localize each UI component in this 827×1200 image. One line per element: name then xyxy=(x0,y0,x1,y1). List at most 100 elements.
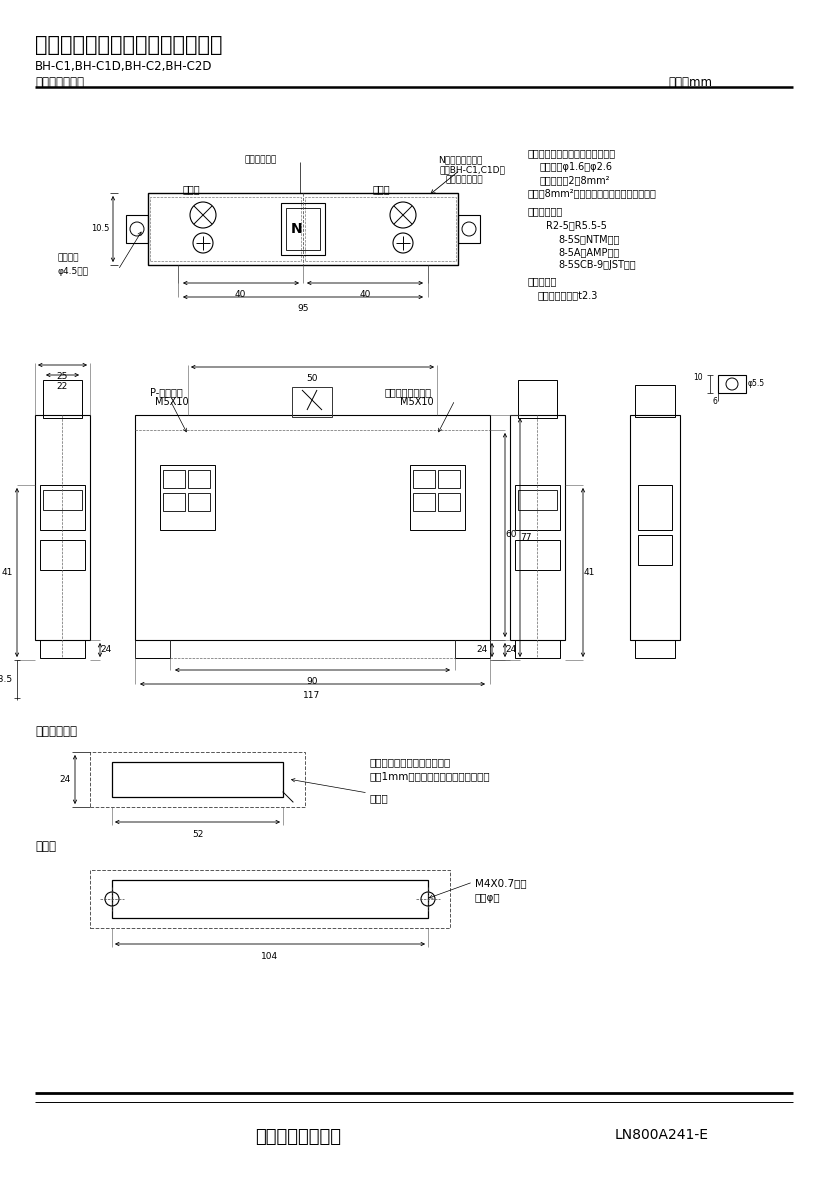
Bar xyxy=(409,464,465,530)
Text: R2-5～R5.5-5: R2-5～R5.5-5 xyxy=(545,220,606,230)
Bar xyxy=(126,215,148,242)
Bar xyxy=(40,485,85,530)
Text: M5X10: M5X10 xyxy=(399,397,433,407)
Text: 8-5S（NTM社）: 8-5S（NTM社） xyxy=(557,234,619,244)
Text: （注）8mm²電線は圧着端子をご使用下さい: （注）8mm²電線は圧着端子をご使用下さい xyxy=(528,188,656,198)
Bar xyxy=(40,540,85,570)
Text: 24: 24 xyxy=(60,775,71,784)
Text: より線　：2～8mm²: より線 ：2～8mm² xyxy=(539,175,609,185)
Bar xyxy=(518,380,557,418)
Text: 40: 40 xyxy=(235,290,246,299)
Text: 導帯加工図: 導帯加工図 xyxy=(528,276,557,286)
Text: 77: 77 xyxy=(520,533,532,542)
Bar xyxy=(413,470,434,488)
Bar xyxy=(437,470,460,488)
Bar xyxy=(634,640,674,658)
Text: LN800A241-E: LN800A241-E xyxy=(614,1128,708,1142)
Bar xyxy=(43,490,82,510)
Bar xyxy=(518,490,557,510)
Bar xyxy=(40,640,85,658)
Text: 三菱分電盤用ノーヒューズ遅断器: 三菱分電盤用ノーヒューズ遅断器 xyxy=(35,35,222,55)
Bar xyxy=(638,535,672,565)
Bar xyxy=(135,640,170,658)
Text: 24: 24 xyxy=(505,646,516,654)
Text: 電源側: 電源側 xyxy=(183,184,200,194)
Text: にのみ付きます: にのみ付きます xyxy=(446,175,483,184)
Bar xyxy=(629,415,679,640)
Text: 負荷側: 負荷側 xyxy=(372,184,390,194)
Bar xyxy=(413,493,434,511)
Text: φ5.5: φ5.5 xyxy=(747,379,764,388)
Text: 遅断器: 遅断器 xyxy=(370,793,389,803)
Bar xyxy=(163,470,184,488)
Bar xyxy=(150,197,301,260)
Bar xyxy=(285,208,319,250)
Bar xyxy=(717,374,745,392)
Bar xyxy=(43,380,82,418)
Bar xyxy=(112,762,283,797)
Text: 10: 10 xyxy=(692,373,702,383)
Text: 60: 60 xyxy=(505,530,516,540)
Text: 単位：mm: 単位：mm xyxy=(667,76,711,89)
Text: 適合圧着端子: 適合圧着端子 xyxy=(528,206,562,216)
Text: 片側1mmの隙間をもたせた寸法です。: 片側1mmの隙間をもたせた寸法です。 xyxy=(370,770,490,781)
Text: 117: 117 xyxy=(303,691,320,700)
Bar xyxy=(457,215,480,242)
Text: 単線　：φ1.6～φ2.6: 単線 ：φ1.6～φ2.6 xyxy=(539,162,612,172)
Text: 13.5: 13.5 xyxy=(0,676,13,684)
Text: M5X10: M5X10 xyxy=(155,397,189,407)
Bar xyxy=(90,752,304,806)
Text: 遅断器の中心: 遅断器の中心 xyxy=(245,155,277,164)
Text: 52: 52 xyxy=(192,830,203,839)
Text: 8-5A（AMP社）: 8-5A（AMP社） xyxy=(557,247,619,257)
Text: 又はφ５: 又はφ５ xyxy=(475,893,500,902)
Bar xyxy=(148,193,457,265)
Bar xyxy=(437,493,460,511)
Bar xyxy=(188,470,210,488)
Bar xyxy=(634,385,674,416)
Text: 取付つめ: 取付つめ xyxy=(58,253,79,262)
Bar xyxy=(90,870,449,928)
Bar xyxy=(638,485,672,530)
Text: 95: 95 xyxy=(297,304,308,313)
Text: P-なべねじ: P-なべねじ xyxy=(150,386,183,397)
Text: 24: 24 xyxy=(476,646,487,654)
Text: 40: 40 xyxy=(360,290,370,299)
Bar xyxy=(160,464,215,530)
Bar xyxy=(514,540,559,570)
Text: 6: 6 xyxy=(712,397,717,406)
Text: 41: 41 xyxy=(2,568,13,577)
Text: 標準外形寸法図: 標準外形寸法図 xyxy=(35,76,84,89)
Text: セルフアップねじ: セルフアップねじ xyxy=(385,386,432,397)
Text: 表板穴明寸法: 表板穴明寸法 xyxy=(35,725,77,738)
Text: 50: 50 xyxy=(306,374,318,383)
Text: 25: 25 xyxy=(56,372,68,380)
Bar xyxy=(135,415,490,640)
Bar xyxy=(509,415,564,640)
Text: 104: 104 xyxy=(261,952,278,961)
Text: BH-C1,BH-C1D,BH-C2,BH-C2D: BH-C1,BH-C1D,BH-C2,BH-C2D xyxy=(35,60,213,73)
Bar xyxy=(292,386,332,416)
Text: N（中性線記号）: N（中性線記号） xyxy=(437,155,482,164)
Text: 10.5: 10.5 xyxy=(90,224,109,234)
Text: 三菱電機株式会社: 三菱電機株式会社 xyxy=(255,1128,341,1146)
Text: 24: 24 xyxy=(101,646,112,654)
Text: 注：BH-C1,C1D形: 注：BH-C1,C1D形 xyxy=(439,164,505,174)
Bar xyxy=(280,203,325,254)
Text: N: N xyxy=(291,222,303,236)
Bar xyxy=(163,493,184,511)
Bar xyxy=(112,880,428,918)
Bar xyxy=(514,640,559,658)
Text: 8-5SCB-9（JST社）: 8-5SCB-9（JST社） xyxy=(557,260,635,270)
Bar xyxy=(304,197,456,260)
Text: 穴明寳: 穴明寳 xyxy=(35,840,56,853)
Text: 90: 90 xyxy=(306,677,318,686)
Text: 最大導帯板厚　t2.3: 最大導帯板厚 t2.3 xyxy=(538,290,598,300)
Bar xyxy=(35,415,90,640)
Bar xyxy=(188,493,210,511)
Text: 41: 41 xyxy=(583,568,595,577)
Text: 適合電線サイズ（負荷端子のみ）: 適合電線サイズ（負荷端子のみ） xyxy=(528,148,615,158)
Text: 穴明寸法は遅断器窓枚に対し: 穴明寸法は遅断器窓枚に対し xyxy=(370,757,451,767)
Bar xyxy=(455,640,490,658)
Text: 22: 22 xyxy=(56,382,68,391)
